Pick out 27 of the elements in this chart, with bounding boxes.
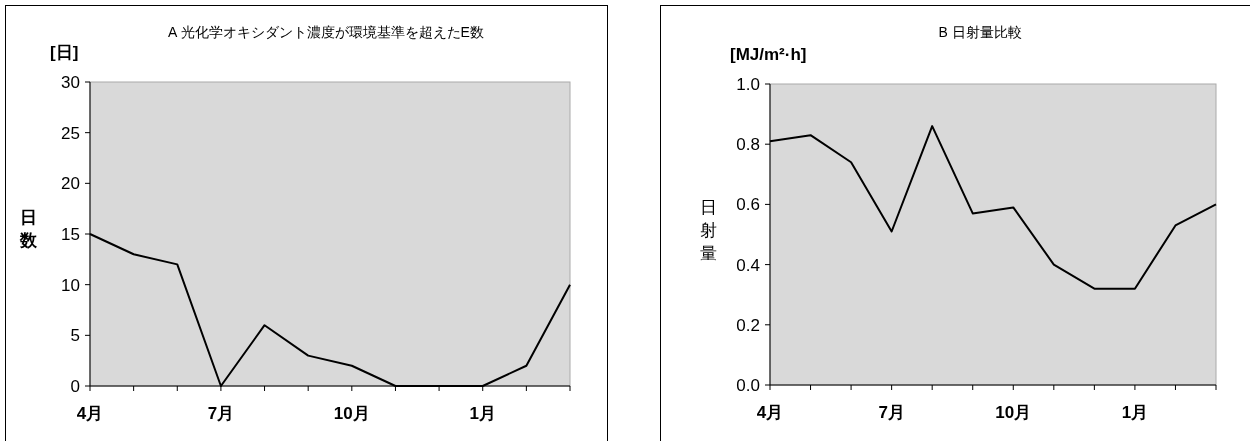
y-axis-title: 日射量 [699, 197, 717, 263]
y-tick-label: 30 [61, 73, 80, 92]
x-tick-label: 10月 [995, 403, 1032, 422]
y-tick-label: 15 [61, 225, 80, 244]
x-tick-label: 4月 [76, 404, 104, 423]
y-tick-label: 0.4 [736, 255, 760, 275]
chart-title: B 日射量比較 [938, 24, 1022, 40]
text: [MJ/m²·h] [730, 45, 807, 64]
y-tick-label: 0 [70, 377, 80, 396]
x-tick-label: 10月 [333, 404, 370, 423]
x-tick-label: 4月 [756, 403, 784, 422]
chart-title: A 光化学オキシダント濃度が環境基準を超えたE数 [168, 24, 484, 40]
y-tick-label: 0.6 [736, 195, 760, 215]
x-tick-label: 7月 [207, 404, 235, 423]
y-tick-label: 5 [70, 326, 80, 346]
y-tick-label: 0.0 [736, 376, 760, 395]
text: [日] [50, 43, 79, 62]
y-tick-label: 20 [61, 174, 80, 194]
y-axis-title: 日数 [18, 208, 38, 250]
y-tick-label: 0.8 [736, 135, 760, 155]
y-tick-label: 10 [61, 275, 80, 295]
x-tick-label: 1月 [1121, 403, 1149, 422]
y-tick-label: 25 [61, 123, 80, 143]
y-tick-label: 1.0 [736, 75, 760, 94]
x-tick-label: 1月 [469, 404, 496, 423]
y-tick-label: 0.2 [736, 315, 760, 335]
x-tick-label: 7月 [878, 403, 905, 422]
